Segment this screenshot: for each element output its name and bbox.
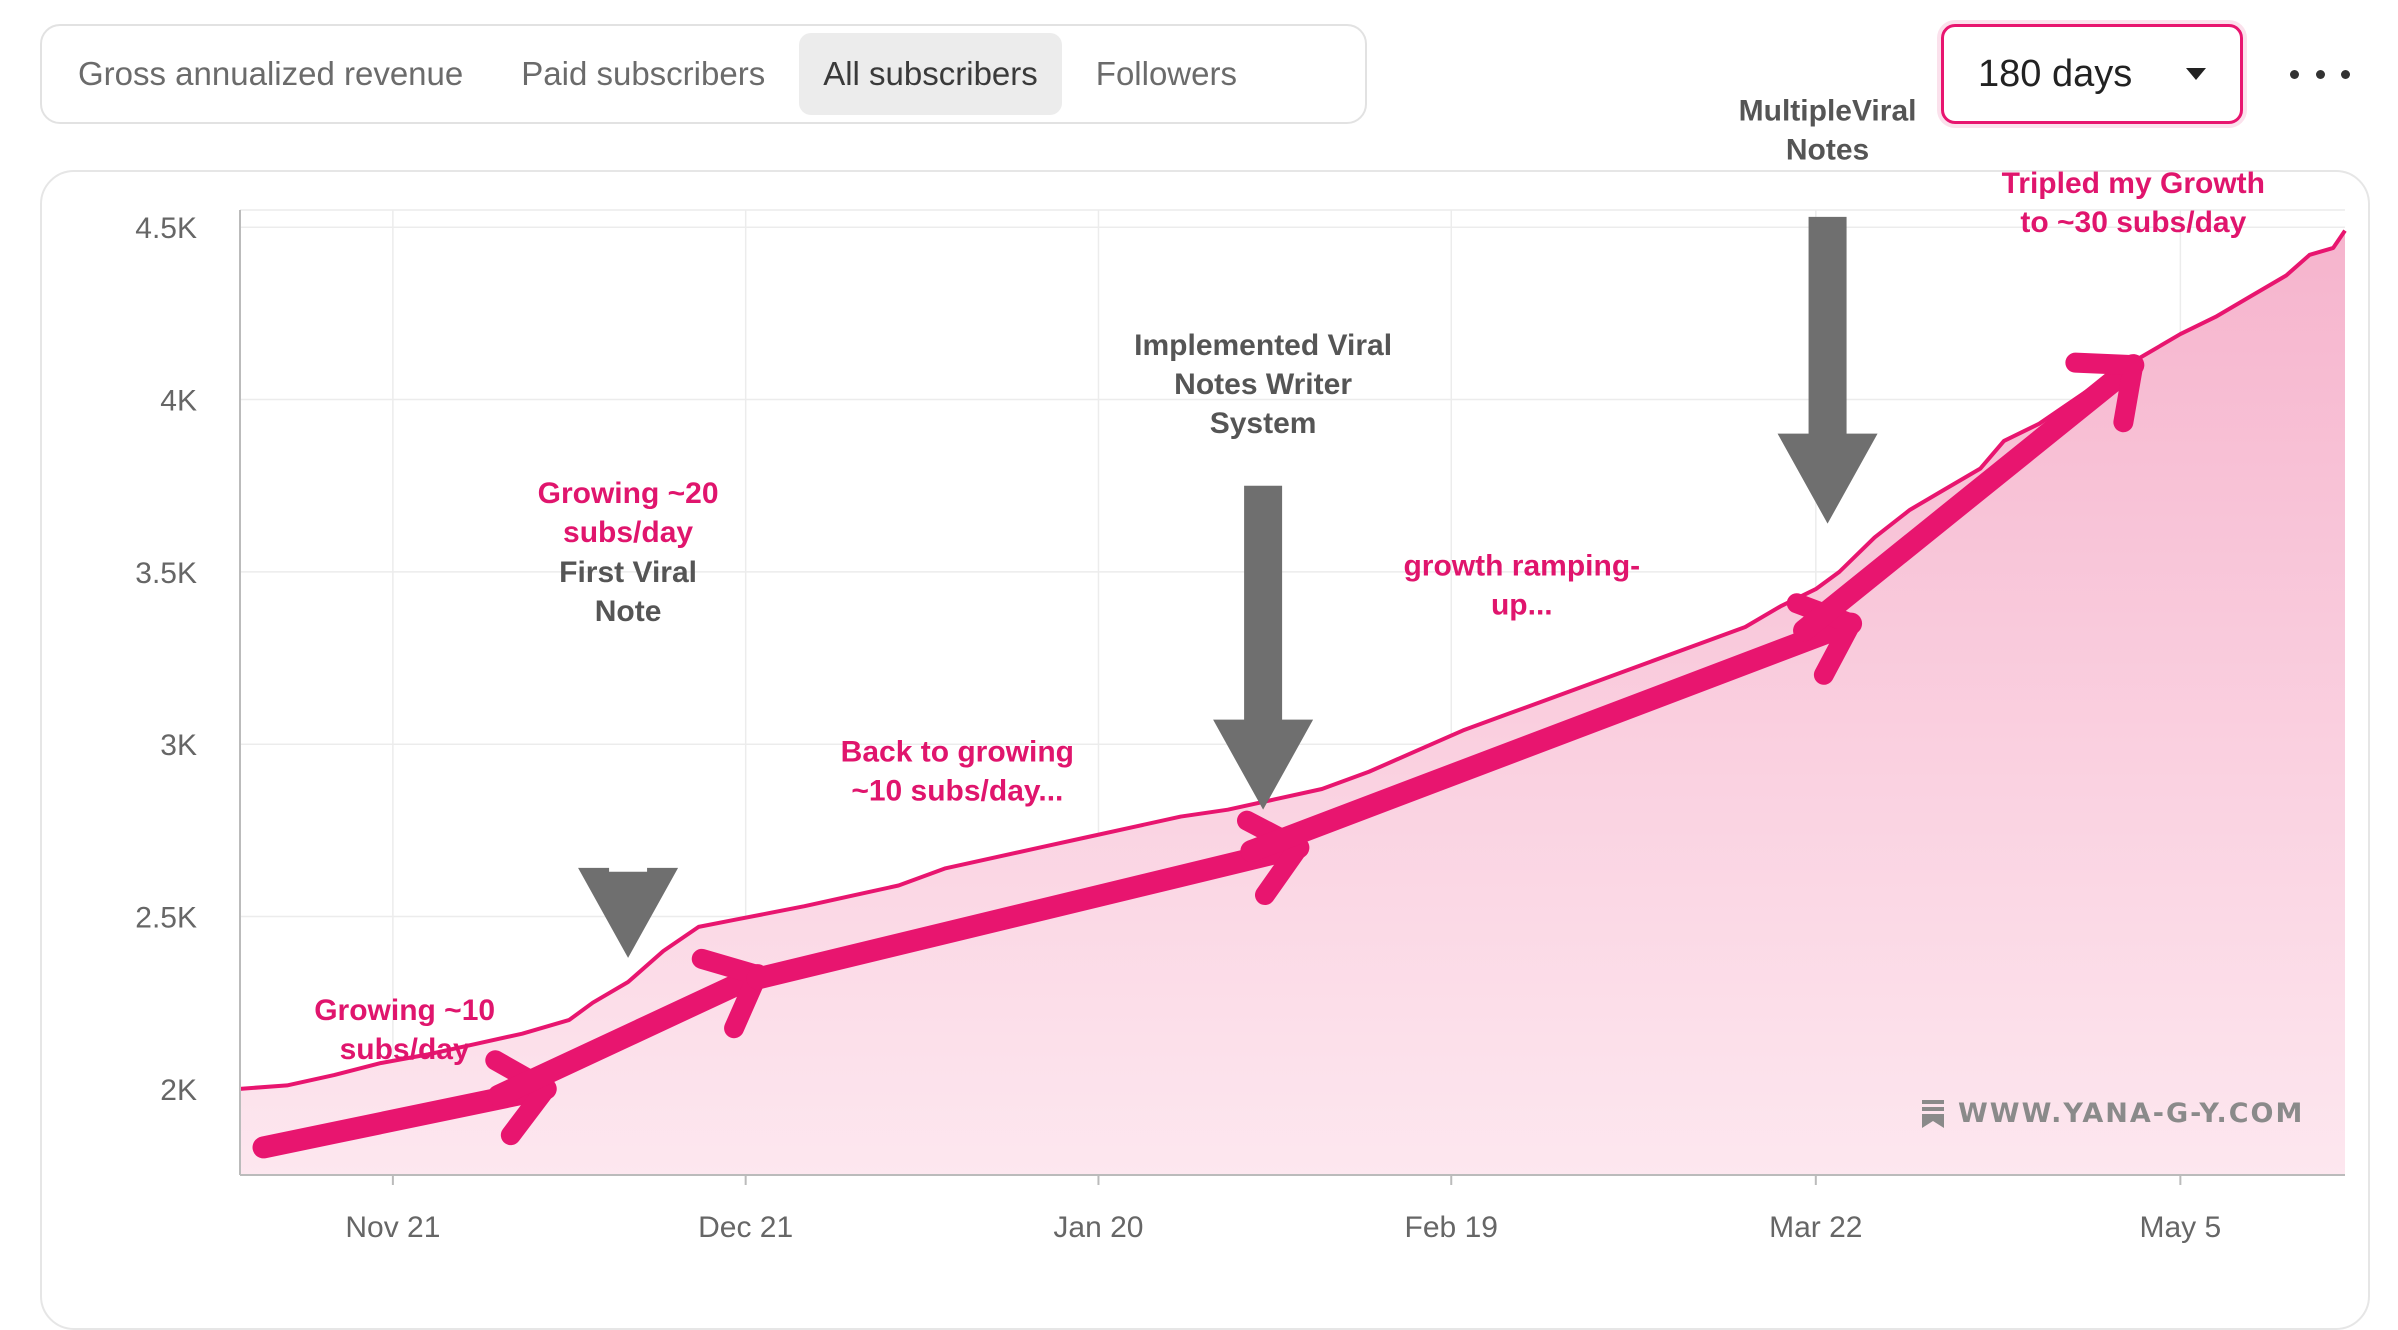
date-range-value: 180 days [1978,52,2133,95]
annotation-arrows [578,216,1878,958]
trend-arrow-shaft [1240,612,1863,863]
more-dot [2341,69,2350,79]
annotation-line: ~10 subs/day... [851,774,1063,807]
substack-bookmark-icon [1922,1099,1944,1128]
x-tick-label: Nov 21 [345,1211,440,1244]
annotation-line: Implemented Viral [1134,329,1392,362]
annotation-line: subs/day [340,1033,470,1066]
y-tick-label: 2K [160,1074,197,1107]
annotation-line: subs/day [563,516,693,549]
annotation-line: Tripled my Growth [2002,167,2265,200]
annotation-label: Back to growing ~10 subs/day... [841,735,1074,807]
x-tick-label: Mar 22 [1769,1211,1862,1244]
x-tick-label: Jan 20 [1053,1211,1143,1244]
trend-arrow-shaft [1793,354,2145,642]
trend-arrow-shaft [487,964,769,1107]
down-arrow [1213,485,1314,810]
metric-tabs: Gross annualized revenue Paid subscriber… [40,24,1367,124]
tab-paid-subscribers[interactable]: Paid subscribers [521,55,766,92]
watermark-text: WWW.YANA-G-Y.COM [1958,1098,2305,1129]
y-tick-label: 4K [160,385,197,418]
more-options-button[interactable] [2290,54,2350,94]
x-tick-label: Dec 21 [698,1211,793,1244]
annotation-label: Tripled my Growth to ~30 subs/day [2002,167,2265,239]
y-tick-label: 2.5K [135,902,197,935]
watermark: WWW.YANA-G-Y.COM [1922,1098,2304,1129]
down-arrow [1777,216,1878,524]
annotation-label: Growing ~10 subs/day [314,994,495,1066]
annotation-label: growth ramping-up... [1403,549,1640,621]
date-range-select[interactable]: 180 days [1941,24,2243,124]
tab-all-subscribers[interactable]: All subscribers [799,33,1062,115]
y-tick-label: 3K [160,729,197,762]
axes: 2K 2.5K 3K 3.5K 4K 4.5K Nov 21 Dec 21 Jan 20 Feb … [135,210,2345,1244]
more-horizontal-icon [2290,69,2299,79]
annotation-line: Growing ~10 [314,994,495,1027]
annotation-line: to ~30 subs/day [2020,206,2246,239]
y-tick-label: 3.5K [135,557,197,590]
annotation-line: First Viral [559,556,697,589]
x-tick-label: May 5 [2140,1211,2222,1244]
tab-followers[interactable]: Followers [1095,55,1237,92]
x-tick-label: Feb 19 [1405,1211,1498,1244]
trend-arrows [252,352,2145,1159]
annotation-line: Back to growing [841,735,1074,768]
annotation-line: up... [1491,588,1553,621]
annotation-label: MultipleViral Notes [1739,94,1917,166]
trend-arrow-head [1237,810,1309,906]
more-dot [2315,69,2325,79]
trend-arrow-head [2065,352,2144,433]
annotation-label: Implemented Viral Notes Writer System [1134,329,1392,440]
trend-arrow-shaft [746,836,1310,990]
trend-arrow-head [485,1050,556,1146]
annotation-line: System [1210,407,1317,440]
y-tick-label: 4.5K [135,212,197,245]
annotation-line: MultipleViral [1739,94,1917,127]
area-fill [240,230,2345,1175]
annotation-line: Note [595,595,662,628]
annotation-line: Notes [1786,133,1869,166]
annotation-line: growth ramping- [1403,549,1640,582]
subscribers-chart: 2K 2.5K 3K 3.5K 4K 4.5K Nov 21 Dec 21 Jan 20 Feb … [135,94,2347,1244]
annotation-label: Growing ~20 subs/day [538,477,719,549]
tab-gross-annualized-revenue[interactable]: Gross annualized revenue [78,55,464,92]
down-arrow [578,867,679,958]
annotation-line: Notes Writer [1174,368,1352,401]
annotations: Growing ~10 subs/day Growing ~20 subs/day Fi… [314,94,2265,1066]
chevron-down-icon [2186,68,2206,80]
annotation-line: Growing ~20 [538,477,719,510]
annotation-label: First Viral Note [559,556,697,628]
